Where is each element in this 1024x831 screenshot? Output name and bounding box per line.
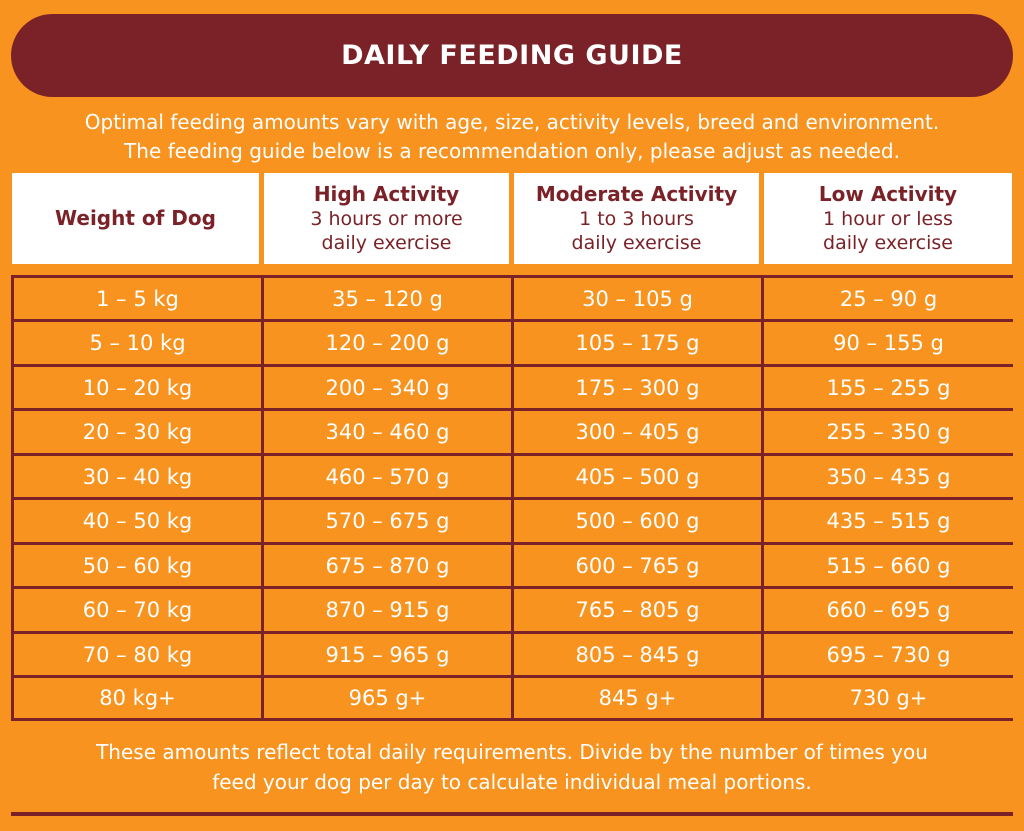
high-activity-cell: 965 g+ bbox=[264, 678, 511, 718]
high-activity-cell: 870 – 915 g bbox=[264, 589, 511, 631]
low-activity-cell: 155 – 255 g bbox=[764, 367, 1013, 408]
table-row: 40 – 50 kg 570 – 675 g 500 – 600 g 435 –… bbox=[11, 497, 1013, 542]
header-high-activity: High Activity 3 hours or more daily exer… bbox=[264, 173, 509, 264]
weight-cell: 1 – 5 kg bbox=[14, 278, 261, 319]
header-low-activity: Low Activity 1 hour or less daily exerci… bbox=[764, 173, 1012, 264]
weight-cell: 70 – 80 kg bbox=[14, 634, 261, 675]
footer-line: These amounts reflect total daily requir… bbox=[96, 740, 928, 764]
weight-cell: 30 – 40 kg bbox=[14, 456, 261, 497]
moderate-activity-cell: 300 – 405 g bbox=[514, 411, 761, 453]
header-title: Low Activity bbox=[818, 182, 958, 206]
footer-divider bbox=[11, 812, 1013, 816]
high-activity-cell: 675 – 870 g bbox=[264, 545, 511, 586]
header-subtitle: 3 hours or more bbox=[310, 208, 463, 230]
moderate-activity-cell: 405 – 500 g bbox=[514, 456, 761, 497]
header-subtitle: daily exercise bbox=[571, 232, 702, 254]
moderate-activity-cell: 30 – 105 g bbox=[514, 278, 761, 319]
weight-cell: 50 – 60 kg bbox=[14, 545, 261, 586]
low-activity-cell: 255 – 350 g bbox=[764, 411, 1013, 453]
low-activity-cell: 90 – 155 g bbox=[764, 322, 1013, 364]
header-moderate-activity: Moderate Activity 1 to 3 hours daily exe… bbox=[514, 173, 759, 264]
high-activity-cell: 120 – 200 g bbox=[264, 322, 511, 364]
header-title: High Activity bbox=[313, 182, 460, 206]
low-activity-cell: 660 – 695 g bbox=[764, 589, 1013, 631]
table-row: 50 – 60 kg 675 – 870 g 600 – 765 g 515 –… bbox=[11, 542, 1013, 586]
weight-cell: 20 – 30 kg bbox=[14, 411, 261, 453]
weight-cell: 10 – 20 kg bbox=[14, 367, 261, 408]
header-subtitle: 1 to 3 hours bbox=[579, 208, 694, 230]
moderate-activity-cell: 175 – 300 g bbox=[514, 367, 761, 408]
moderate-activity-cell: 500 – 600 g bbox=[514, 500, 761, 542]
moderate-activity-cell: 805 – 845 g bbox=[514, 634, 761, 675]
moderate-activity-cell: 105 – 175 g bbox=[514, 322, 761, 364]
table-row: 80 kg+ 965 g+ 845 g+ 730 g+ bbox=[11, 675, 1013, 718]
high-activity-cell: 340 – 460 g bbox=[264, 411, 511, 453]
table-row: 70 – 80 kg 915 – 965 g 805 – 845 g 695 –… bbox=[11, 631, 1013, 675]
intro-text: Optimal feeding amounts vary with age, s… bbox=[0, 108, 1024, 166]
header-subtitle: daily exercise bbox=[823, 232, 953, 254]
page-title: DAILY FEEDING GUIDE bbox=[341, 40, 683, 71]
high-activity-cell: 200 – 340 g bbox=[264, 367, 511, 408]
header-title: Weight of Dog bbox=[55, 206, 216, 230]
low-activity-cell: 25 – 90 g bbox=[764, 278, 1013, 319]
moderate-activity-cell: 765 – 805 g bbox=[514, 589, 761, 631]
table-row: 10 – 20 kg 200 – 340 g 175 – 300 g 155 –… bbox=[11, 364, 1013, 408]
low-activity-cell: 350 – 435 g bbox=[764, 456, 1013, 497]
header-weight: Weight of Dog bbox=[12, 173, 259, 264]
table-row: 20 – 30 kg 340 – 460 g 300 – 405 g 255 –… bbox=[11, 408, 1013, 453]
header-subtitle: 1 hour or less bbox=[823, 208, 953, 230]
weight-cell: 60 – 70 kg bbox=[14, 589, 261, 631]
feeding-table: 1 – 5 kg 35 – 120 g 30 – 105 g 25 – 90 g… bbox=[11, 275, 1013, 721]
low-activity-cell: 435 – 515 g bbox=[764, 500, 1013, 542]
low-activity-cell: 515 – 660 g bbox=[764, 545, 1013, 586]
table-row: 60 – 70 kg 870 – 915 g 765 – 805 g 660 –… bbox=[11, 586, 1013, 631]
weight-cell: 80 kg+ bbox=[14, 678, 261, 718]
weight-cell: 5 – 10 kg bbox=[14, 322, 261, 364]
table-row: 5 – 10 kg 120 – 200 g 105 – 175 g 90 – 1… bbox=[11, 319, 1013, 364]
header-subtitle: daily exercise bbox=[321, 232, 452, 254]
footer-note: These amounts reflect total daily requir… bbox=[0, 737, 1024, 797]
high-activity-cell: 570 – 675 g bbox=[264, 500, 511, 542]
moderate-activity-cell: 845 g+ bbox=[514, 678, 761, 718]
moderate-activity-cell: 600 – 765 g bbox=[514, 545, 761, 586]
footer-line: feed your dog per day to calculate indiv… bbox=[212, 770, 812, 794]
high-activity-cell: 460 – 570 g bbox=[264, 456, 511, 497]
table-header: Weight of Dog High Activity 3 hours or m… bbox=[12, 173, 1012, 264]
low-activity-cell: 730 g+ bbox=[764, 678, 1013, 718]
title-banner: DAILY FEEDING GUIDE bbox=[11, 14, 1013, 97]
intro-line: Optimal feeding amounts vary with age, s… bbox=[84, 110, 940, 134]
table-row: 30 – 40 kg 460 – 570 g 405 – 500 g 350 –… bbox=[11, 453, 1013, 497]
intro-line: The feeding guide below is a recommendat… bbox=[124, 139, 900, 163]
low-activity-cell: 695 – 730 g bbox=[764, 634, 1013, 675]
high-activity-cell: 35 – 120 g bbox=[264, 278, 511, 319]
high-activity-cell: 915 – 965 g bbox=[264, 634, 511, 675]
header-title: Moderate Activity bbox=[535, 182, 738, 206]
weight-cell: 40 – 50 kg bbox=[14, 500, 261, 542]
table-row: 1 – 5 kg 35 – 120 g 30 – 105 g 25 – 90 g bbox=[11, 275, 1013, 319]
